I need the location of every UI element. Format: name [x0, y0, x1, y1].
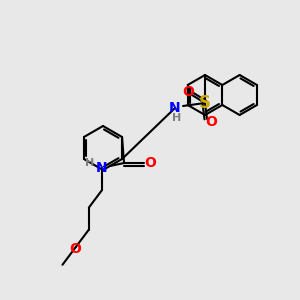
Text: H: H: [172, 113, 182, 123]
Text: O: O: [182, 85, 194, 99]
Text: N: N: [169, 101, 181, 115]
Text: S: S: [199, 94, 211, 112]
Text: O: O: [205, 115, 217, 129]
Text: H: H: [85, 158, 95, 168]
Text: O: O: [70, 242, 82, 256]
Text: N: N: [96, 161, 108, 175]
Text: O: O: [144, 156, 156, 170]
